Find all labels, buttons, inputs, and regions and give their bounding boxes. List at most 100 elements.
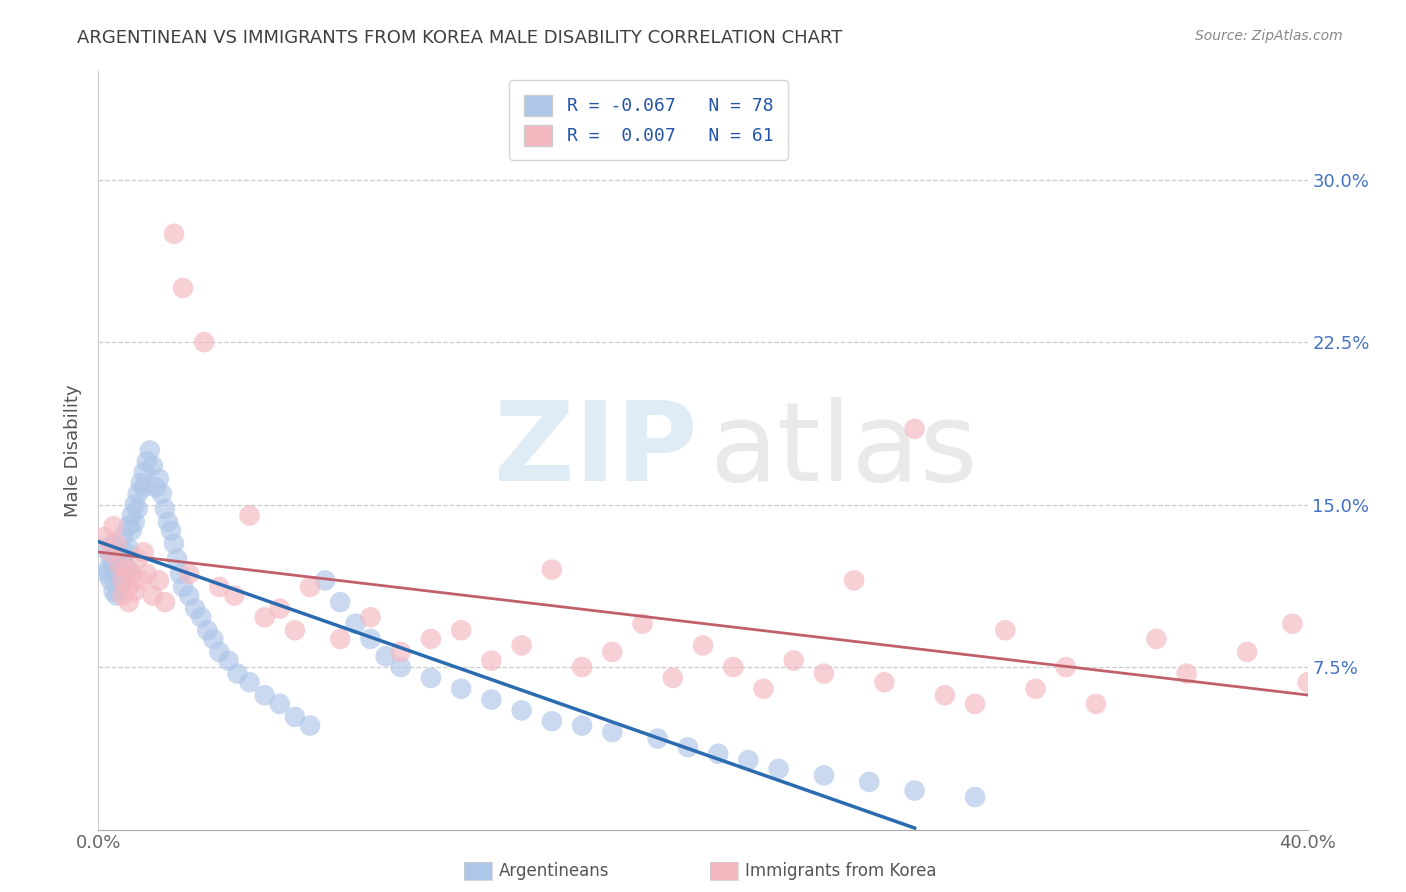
Point xyxy=(103,584,125,599)
Point xyxy=(360,610,382,624)
Point xyxy=(142,589,165,603)
Point xyxy=(121,508,143,523)
Point xyxy=(692,639,714,653)
Point xyxy=(904,783,927,797)
Point xyxy=(934,688,956,702)
Point xyxy=(100,574,122,588)
Point xyxy=(481,654,503,668)
Point xyxy=(329,632,352,646)
Point xyxy=(224,589,246,603)
Point xyxy=(329,595,352,609)
Point xyxy=(344,616,367,631)
Point xyxy=(253,688,276,702)
Point xyxy=(163,227,186,241)
Legend: R = -0.067   N = 78, R =  0.007   N = 61: R = -0.067 N = 78, R = 0.007 N = 61 xyxy=(509,80,787,160)
Point xyxy=(1054,660,1077,674)
Point xyxy=(752,681,775,696)
Point xyxy=(571,660,593,674)
Point xyxy=(103,536,125,550)
Text: ARGENTINEAN VS IMMIGRANTS FROM KOREA MALE DISABILITY CORRELATION CHART: ARGENTINEAN VS IMMIGRANTS FROM KOREA MAL… xyxy=(77,29,842,47)
Point xyxy=(1085,697,1108,711)
Point xyxy=(184,601,207,615)
Point xyxy=(723,660,745,674)
Point xyxy=(156,515,179,529)
Point xyxy=(299,718,322,732)
Point xyxy=(190,610,212,624)
Point xyxy=(571,718,593,732)
Point xyxy=(269,697,291,711)
Y-axis label: Male Disability: Male Disability xyxy=(65,384,83,516)
Point xyxy=(1024,681,1046,696)
Point xyxy=(139,443,162,458)
Point xyxy=(153,595,176,609)
Point xyxy=(813,768,835,782)
Point xyxy=(135,454,157,468)
Point xyxy=(269,601,291,615)
Point xyxy=(844,574,866,588)
Point xyxy=(172,281,194,295)
Point xyxy=(132,480,155,494)
Point xyxy=(124,584,146,599)
Point xyxy=(676,740,699,755)
Point xyxy=(510,703,533,717)
Point xyxy=(118,580,141,594)
Point xyxy=(142,458,165,473)
Point xyxy=(148,472,170,486)
Point xyxy=(121,566,143,581)
Point xyxy=(103,519,125,533)
Point xyxy=(813,666,835,681)
Point xyxy=(602,725,624,739)
Point xyxy=(148,574,170,588)
Point xyxy=(111,589,134,603)
Point xyxy=(284,624,307,638)
Point xyxy=(768,762,790,776)
Point xyxy=(647,731,669,746)
Point xyxy=(783,654,806,668)
Point xyxy=(145,480,167,494)
Point xyxy=(374,649,396,664)
Point xyxy=(103,558,125,573)
Point xyxy=(111,551,134,566)
Point xyxy=(1236,645,1258,659)
Point xyxy=(253,610,276,624)
Point xyxy=(179,566,201,581)
Point xyxy=(284,710,307,724)
Point xyxy=(114,566,136,581)
Text: Source: ZipAtlas.com: Source: ZipAtlas.com xyxy=(1195,29,1343,44)
Point xyxy=(965,790,987,805)
Point xyxy=(108,551,131,566)
Point xyxy=(631,616,654,631)
Point xyxy=(105,566,128,581)
Point xyxy=(132,465,155,479)
Point xyxy=(602,645,624,659)
Point xyxy=(217,654,239,668)
Point xyxy=(166,551,188,566)
Point xyxy=(118,519,141,533)
Text: atlas: atlas xyxy=(709,397,977,504)
Point xyxy=(202,632,225,646)
Point xyxy=(994,624,1017,638)
Point xyxy=(96,566,118,581)
Point xyxy=(132,545,155,559)
Point xyxy=(108,574,131,588)
Point xyxy=(239,508,262,523)
Point xyxy=(118,563,141,577)
Point xyxy=(540,714,562,729)
Point xyxy=(111,574,134,588)
Point xyxy=(127,551,149,566)
Text: Argentineans: Argentineans xyxy=(499,862,610,880)
Point xyxy=(179,589,201,603)
Point xyxy=(239,675,262,690)
Point xyxy=(481,692,503,706)
Point xyxy=(129,574,152,588)
Point xyxy=(129,475,152,490)
Point xyxy=(389,660,412,674)
Point xyxy=(100,551,122,566)
Point xyxy=(1296,675,1319,690)
Point xyxy=(160,524,183,538)
Point xyxy=(118,541,141,555)
Point xyxy=(208,645,231,659)
Point xyxy=(510,639,533,653)
Point xyxy=(314,574,336,588)
Point xyxy=(163,536,186,550)
